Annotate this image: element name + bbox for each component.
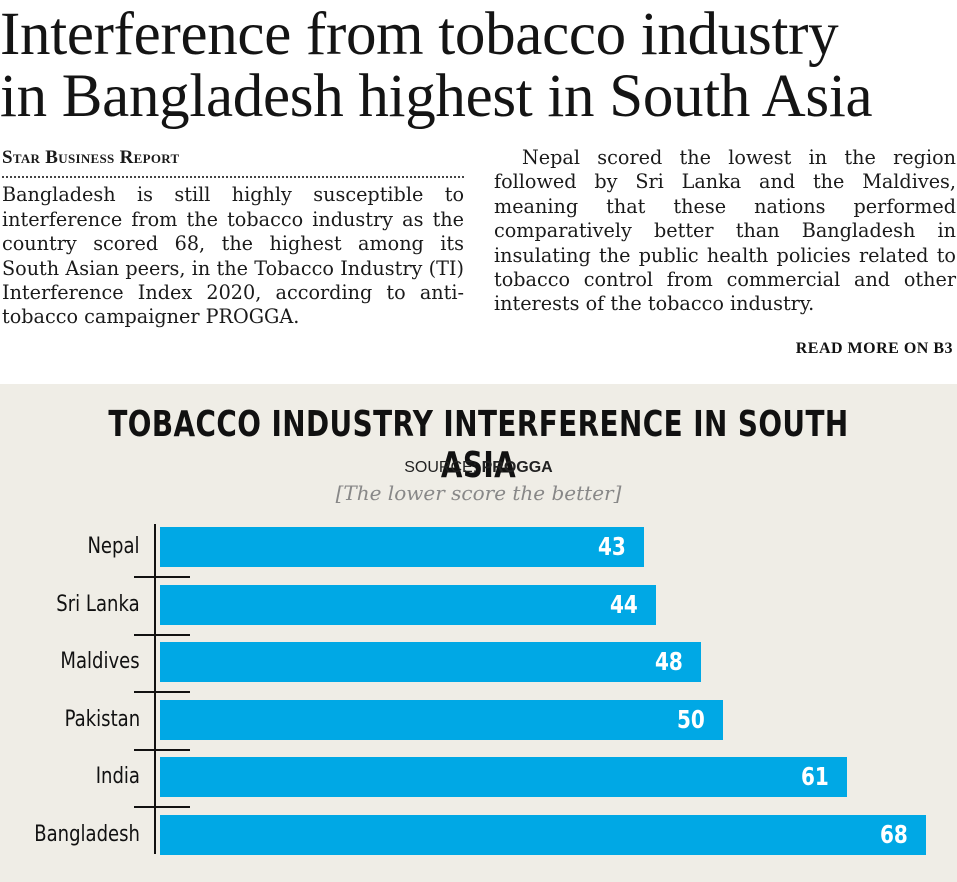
bar-value-label: 43 [598,532,626,561]
bar-value-label: 44 [610,590,638,619]
read-more-link[interactable]: READ MORE ON B3 [795,340,953,357]
bar-value-label: 68 [880,820,908,849]
bar-value-label: 50 [677,705,705,734]
left-paragraph: Bangladesh is still highly susceptible t… [2,183,464,329]
bar-sri-lanka: 44 [160,585,656,625]
headline-line-2: in Bangladesh highest in South Asia [0,63,873,130]
chart-source-prefix: SOURCE: [404,459,478,476]
bar-bangladesh: 68 [160,815,926,855]
chart-axis [154,524,156,854]
bar-chart: TOBACCO INDUSTRY INTERFERENCE IN SOUTH A… [0,384,957,882]
category-label: Pakistan [0,700,140,740]
category-label-text: Pakistan [64,707,140,732]
category-divider-tick [134,634,190,636]
bar-india: 61 [160,757,847,797]
right-paragraph: Nepal scored the lowest in the region fo… [494,146,956,316]
chart-note: [The lower score the better] [335,481,622,505]
category-label-text: Nepal [87,534,140,559]
category-label-text: Sri Lanka [56,592,140,617]
article-right-column: Nepal scored the lowest in the region fo… [494,146,956,317]
bar-value-label: 61 [801,762,829,791]
category-divider-tick [134,806,190,808]
bar-pakistan: 50 [160,700,723,740]
category-label-text: Maldives [60,649,140,674]
chart-source-name: PROGGA [481,459,553,476]
category-divider-tick [134,576,190,578]
category-divider-tick [134,749,190,751]
bar-maldives: 48 [160,642,701,682]
chart-source: SOURCE: PROGGA [0,459,957,477]
category-label: Maldives [0,642,140,682]
bar-nepal: 43 [160,527,644,567]
category-label: Nepal [0,527,140,567]
bar-value-label: 48 [655,647,683,676]
byline: Star Business Report [2,146,464,179]
chart-title: TOBACCO INDUSTRY INTERFERENCE IN SOUTH A… [108,404,849,486]
category-label: Sri Lanka [0,585,140,625]
headline-line-1: Interference from tobacco industry [0,1,839,68]
category-label-text: India [95,764,140,789]
headline: Interference from tobacco industry in Ba… [0,4,957,128]
article-left-column: Star Business Report Bangladesh is still… [2,146,464,330]
category-label-text: Bangladesh [34,822,140,847]
category-label: India [0,757,140,797]
category-label: Bangladesh [0,815,140,855]
category-divider-tick [134,691,190,693]
